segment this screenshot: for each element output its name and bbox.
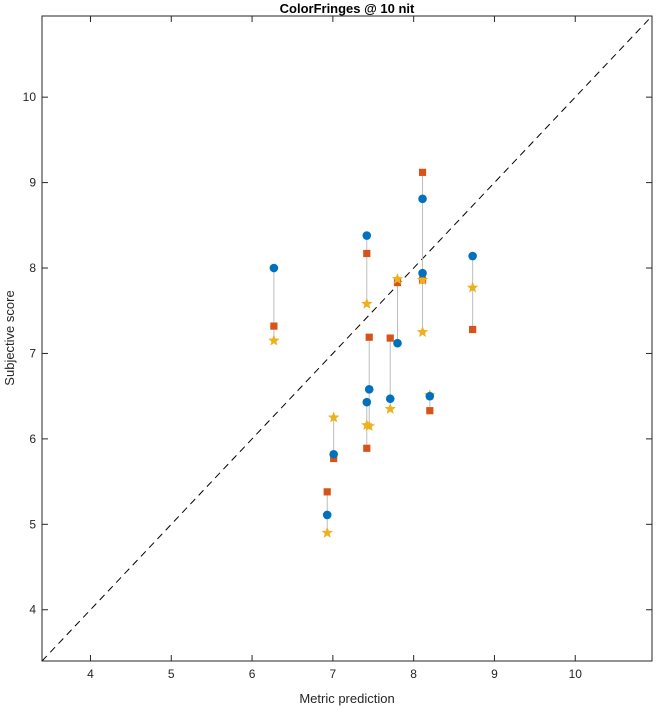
x-tick-label: 5 xyxy=(168,667,175,681)
circle-point xyxy=(269,263,279,273)
square-point xyxy=(386,334,394,342)
star-point xyxy=(391,273,404,284)
square-point xyxy=(469,325,477,334)
star-point xyxy=(416,326,429,337)
y-tick-label: 8 xyxy=(29,261,36,275)
circle-point xyxy=(393,338,402,348)
y-tick-label: 6 xyxy=(29,432,36,446)
circle-point xyxy=(418,194,427,204)
x-axis-label: Metric prediction xyxy=(299,691,394,706)
star-point xyxy=(268,334,280,346)
x-tick-label: 9 xyxy=(491,667,498,681)
square-point xyxy=(363,444,371,452)
x-tick-label: 10 xyxy=(569,667,583,681)
x-tick-label: 4 xyxy=(87,667,94,681)
ticks-group: 4 5 6 7 8 9 10 4 5 6 7 8 9 10 xyxy=(23,16,652,681)
circle-point xyxy=(322,510,332,520)
star-point xyxy=(321,526,333,538)
star-point xyxy=(327,411,340,423)
star-point xyxy=(384,402,396,414)
plot-frame xyxy=(41,15,653,662)
square-point xyxy=(418,168,427,176)
circle-point xyxy=(418,268,427,278)
y-tick-label: 5 xyxy=(29,517,36,531)
identity-line xyxy=(41,15,653,662)
square-point xyxy=(323,488,331,496)
star-point xyxy=(416,273,429,285)
square-point xyxy=(270,322,278,330)
y-tick-label: 9 xyxy=(29,176,36,190)
y-tick-label: 10 xyxy=(23,90,37,104)
x-tick-label: 8 xyxy=(410,667,417,681)
star-point xyxy=(361,297,373,309)
circle-point xyxy=(329,449,338,459)
chart-title: ColorFringes @ 10 nit xyxy=(280,1,415,16)
markers-group xyxy=(268,168,479,538)
y-tick-label: 7 xyxy=(29,346,36,360)
circle-point xyxy=(362,397,372,407)
square-point xyxy=(393,278,402,287)
y-tick-label: 4 xyxy=(29,603,36,617)
square-point xyxy=(363,249,371,258)
y-axis-label: Subjective score xyxy=(2,290,17,385)
circle-point xyxy=(425,391,435,401)
circle-point xyxy=(364,385,374,394)
star-point xyxy=(363,420,375,431)
circle-point xyxy=(468,251,477,261)
x-tick-label: 7 xyxy=(330,667,337,681)
square-point xyxy=(365,333,373,341)
identity-line-group xyxy=(41,15,653,662)
x-tick-label: 6 xyxy=(249,667,256,681)
star-point xyxy=(466,281,479,293)
circle-point xyxy=(385,394,395,404)
square-point xyxy=(426,407,434,415)
circle-point xyxy=(362,231,372,240)
